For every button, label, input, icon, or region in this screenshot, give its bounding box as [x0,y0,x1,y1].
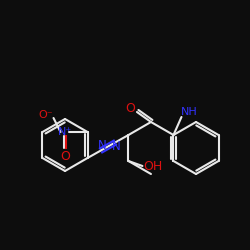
Text: N: N [98,139,106,152]
Text: N⁺: N⁺ [58,127,72,137]
Text: O: O [60,150,70,162]
Text: NH: NH [181,107,198,117]
Text: O: O [125,102,135,114]
Text: N: N [112,140,120,153]
Text: OH: OH [143,160,162,172]
Text: O⁻: O⁻ [38,110,53,120]
